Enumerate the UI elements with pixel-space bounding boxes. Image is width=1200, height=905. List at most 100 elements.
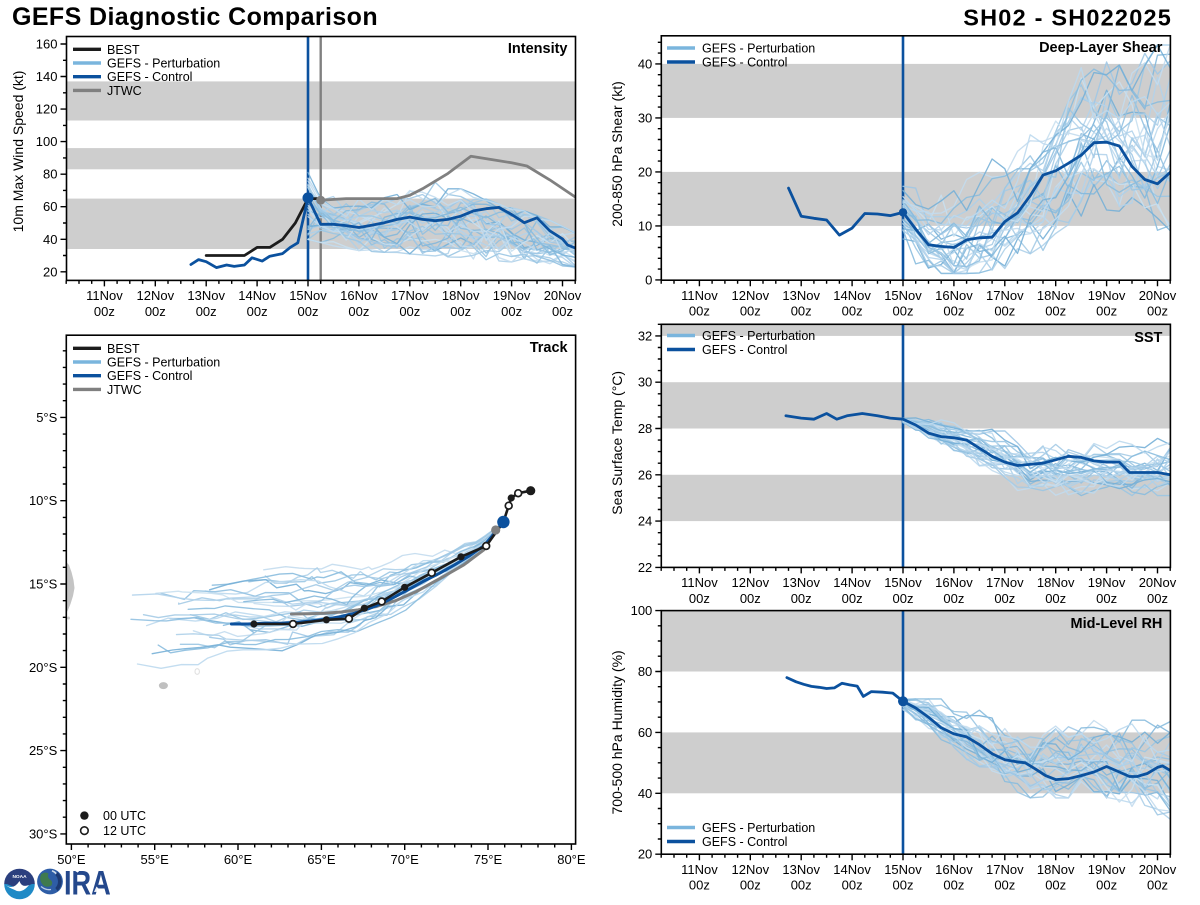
svg-text:18Nov: 18Nov (442, 288, 480, 303)
svg-text:20°S: 20°S (29, 660, 58, 675)
svg-text:14Nov: 14Nov (833, 575, 871, 590)
svg-text:10m Max Wind Speed (kt): 10m Max Wind Speed (kt) (10, 71, 26, 233)
svg-text:00z: 00z (893, 591, 914, 606)
svg-text:00z: 00z (348, 304, 369, 319)
svg-text:50°E: 50°E (57, 852, 86, 867)
svg-text:30°S: 30°S (29, 826, 58, 841)
svg-text:80: 80 (43, 167, 57, 182)
svg-text:32: 32 (638, 328, 652, 343)
svg-text:20: 20 (43, 264, 57, 279)
svg-text:17Nov: 17Nov (986, 575, 1024, 590)
svg-text:JTWC: JTWC (107, 383, 142, 397)
svg-text:17Nov: 17Nov (986, 288, 1024, 303)
svg-text:Deep-Layer Shear: Deep-Layer Shear (1039, 40, 1163, 56)
svg-text:Mid-Level RH: Mid-Level RH (1071, 616, 1163, 632)
svg-text:BEST: BEST (107, 43, 140, 57)
svg-text:17Nov: 17Nov (986, 862, 1024, 877)
svg-text:00z: 00z (740, 304, 761, 319)
svg-text:00z: 00z (689, 304, 710, 319)
svg-text:22: 22 (638, 560, 652, 575)
svg-text:JTWC: JTWC (107, 84, 142, 98)
svg-text:00z: 00z (298, 304, 319, 319)
svg-text:16Nov: 16Nov (935, 575, 973, 590)
svg-text:11Nov: 11Nov (86, 288, 123, 303)
svg-text:160: 160 (36, 37, 58, 52)
svg-text:00z: 00z (842, 304, 863, 319)
svg-text:20Nov: 20Nov (1139, 575, 1177, 590)
svg-text:15°S: 15°S (29, 577, 58, 592)
svg-text:10: 10 (638, 218, 652, 233)
svg-text:11Nov: 11Nov (681, 288, 718, 303)
svg-text:00z: 00z (1096, 304, 1117, 319)
svg-text:19Nov: 19Nov (1088, 862, 1126, 877)
svg-text:BEST: BEST (107, 342, 140, 356)
svg-text:GEFS - Perturbation: GEFS - Perturbation (702, 329, 815, 343)
svg-text:120: 120 (36, 102, 58, 117)
svg-text:13Nov: 13Nov (782, 575, 820, 590)
svg-text:00z: 00z (994, 591, 1015, 606)
svg-text:SST: SST (1134, 330, 1162, 346)
svg-text:00z: 00z (740, 878, 761, 893)
svg-text:20Nov: 20Nov (1139, 288, 1177, 303)
svg-text:40: 40 (638, 56, 652, 71)
svg-text:11Nov: 11Nov (681, 575, 718, 590)
svg-text:80: 80 (638, 664, 652, 679)
svg-text:55°E: 55°E (141, 852, 170, 867)
svg-text:00z: 00z (791, 878, 812, 893)
svg-text:18Nov: 18Nov (1037, 862, 1075, 877)
svg-text:GEFS - Perturbation: GEFS - Perturbation (107, 356, 220, 370)
svg-text:GEFS - Control: GEFS - Control (702, 835, 787, 849)
svg-text:13Nov: 13Nov (782, 862, 820, 877)
svg-text:00z: 00z (689, 878, 710, 893)
svg-text:100: 100 (36, 134, 58, 149)
svg-text:IRA: IRA (64, 864, 111, 900)
svg-text:20Nov: 20Nov (544, 288, 582, 303)
svg-text:00z: 00z (1147, 591, 1168, 606)
svg-text:14Nov: 14Nov (238, 288, 276, 303)
svg-text:30: 30 (638, 110, 652, 125)
svg-text:13Nov: 13Nov (782, 288, 820, 303)
svg-text:11Nov: 11Nov (681, 862, 718, 877)
svg-text:25°S: 25°S (29, 743, 58, 758)
svg-text:00z: 00z (1096, 878, 1117, 893)
svg-text:00z: 00z (994, 878, 1015, 893)
svg-text:Intensity: Intensity (508, 41, 568, 57)
svg-text:GEFS - Control: GEFS - Control (702, 343, 787, 357)
svg-text:GEFS Diagnostic Comparison: GEFS Diagnostic Comparison (12, 3, 378, 31)
svg-text:100: 100 (631, 603, 653, 618)
svg-text:00z: 00z (1147, 304, 1168, 319)
svg-text:140: 140 (36, 69, 58, 84)
svg-text:24: 24 (638, 514, 652, 529)
svg-text:16Nov: 16Nov (935, 862, 973, 877)
svg-text:19Nov: 19Nov (493, 288, 531, 303)
svg-text:200-850 hPa Shear (kt): 200-850 hPa Shear (kt) (609, 81, 625, 227)
svg-text:20: 20 (638, 164, 652, 179)
svg-text:0: 0 (645, 272, 652, 287)
svg-text:00z: 00z (1147, 878, 1168, 893)
svg-text:00z: 00z (893, 878, 914, 893)
svg-text:Track: Track (530, 340, 569, 356)
svg-text:15Nov: 15Nov (884, 862, 922, 877)
svg-text:00z: 00z (1096, 591, 1117, 606)
svg-text:00z: 00z (740, 591, 761, 606)
svg-text:00 UTC: 00 UTC (103, 809, 146, 823)
svg-text:40: 40 (43, 232, 57, 247)
svg-text:00z: 00z (893, 304, 914, 319)
svg-text:16Nov: 16Nov (935, 288, 973, 303)
svg-text:00z: 00z (791, 304, 812, 319)
svg-text:14Nov: 14Nov (833, 288, 871, 303)
svg-text:70°E: 70°E (391, 852, 420, 867)
svg-text:00z: 00z (94, 304, 115, 319)
svg-text:75°E: 75°E (474, 852, 503, 867)
svg-text:10°S: 10°S (29, 493, 58, 508)
svg-text:26: 26 (638, 467, 652, 482)
svg-text:18Nov: 18Nov (1037, 288, 1075, 303)
svg-text:00z: 00z (1045, 591, 1066, 606)
svg-text:19Nov: 19Nov (1088, 288, 1126, 303)
svg-text:00z: 00z (1045, 878, 1066, 893)
svg-text:00z: 00z (399, 304, 420, 319)
svg-text:80°E: 80°E (557, 852, 586, 867)
svg-text:00z: 00z (842, 878, 863, 893)
svg-text:15Nov: 15Nov (884, 575, 922, 590)
svg-text:00z: 00z (842, 591, 863, 606)
